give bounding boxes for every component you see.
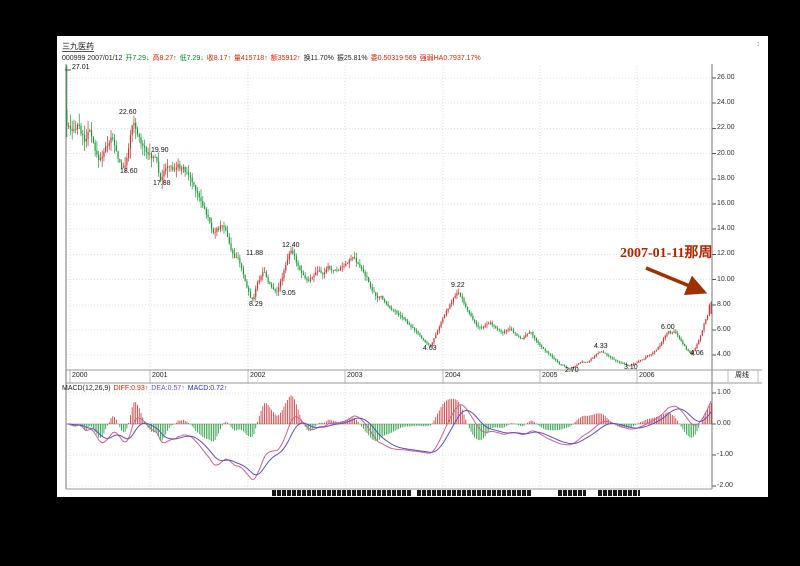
stock-info-line: 000999 2007/01/12 开7.29↓ 高8.27↑ 低7.29↓ 收8.17… <box>62 55 484 63</box>
info-segment: 换11.70% <box>303 55 334 62</box>
annotation-text: 2007-01-11那周 <box>620 246 713 261</box>
macd-indicator <box>66 395 712 480</box>
macd-param-segment: MACD:0.72↑ <box>187 385 228 392</box>
candlestick-series <box>66 65 712 372</box>
info-segment: 委0.50319 569 <box>370 55 417 62</box>
info-segment: 强弱HA0.7937.17% <box>419 55 481 62</box>
macd-param-line: MACD(12,26,9) DIFF:0.93↑ DEA:0.57↑ MACD:0.7… <box>62 385 230 393</box>
macd-param-segment: MACD(12,26,9) <box>62 385 111 392</box>
info-segment: 000999 2007/01/12 <box>62 55 123 62</box>
cropped-caption-text <box>558 490 586 496</box>
cropped-caption-text <box>417 490 531 496</box>
info-segment: 收8.17↑ <box>206 55 231 62</box>
info-segment: 振25.81% <box>336 55 368 62</box>
info-segment: 高8.27↑ <box>152 55 177 62</box>
info-segment: 额35912↑ <box>270 55 301 62</box>
grid-lines <box>67 66 712 489</box>
pane-borders <box>65 64 762 490</box>
info-segment: 量415718↑ <box>233 55 268 62</box>
macd-param-segment: DEA:0.57↑ <box>151 385 185 392</box>
info-segment: 开7.29↓ <box>125 55 150 62</box>
macd-param-segment: DIFF:0.93↑ <box>113 385 149 392</box>
annotation-arrow <box>645 266 708 296</box>
scroll-arrows-icon[interactable]: ↕ <box>756 39 760 48</box>
stock-name: 三九医药 <box>62 42 94 52</box>
cropped-caption-text <box>272 490 412 496</box>
cropped-caption-text <box>598 490 640 496</box>
info-segment: 低7.29↓ <box>179 55 204 62</box>
